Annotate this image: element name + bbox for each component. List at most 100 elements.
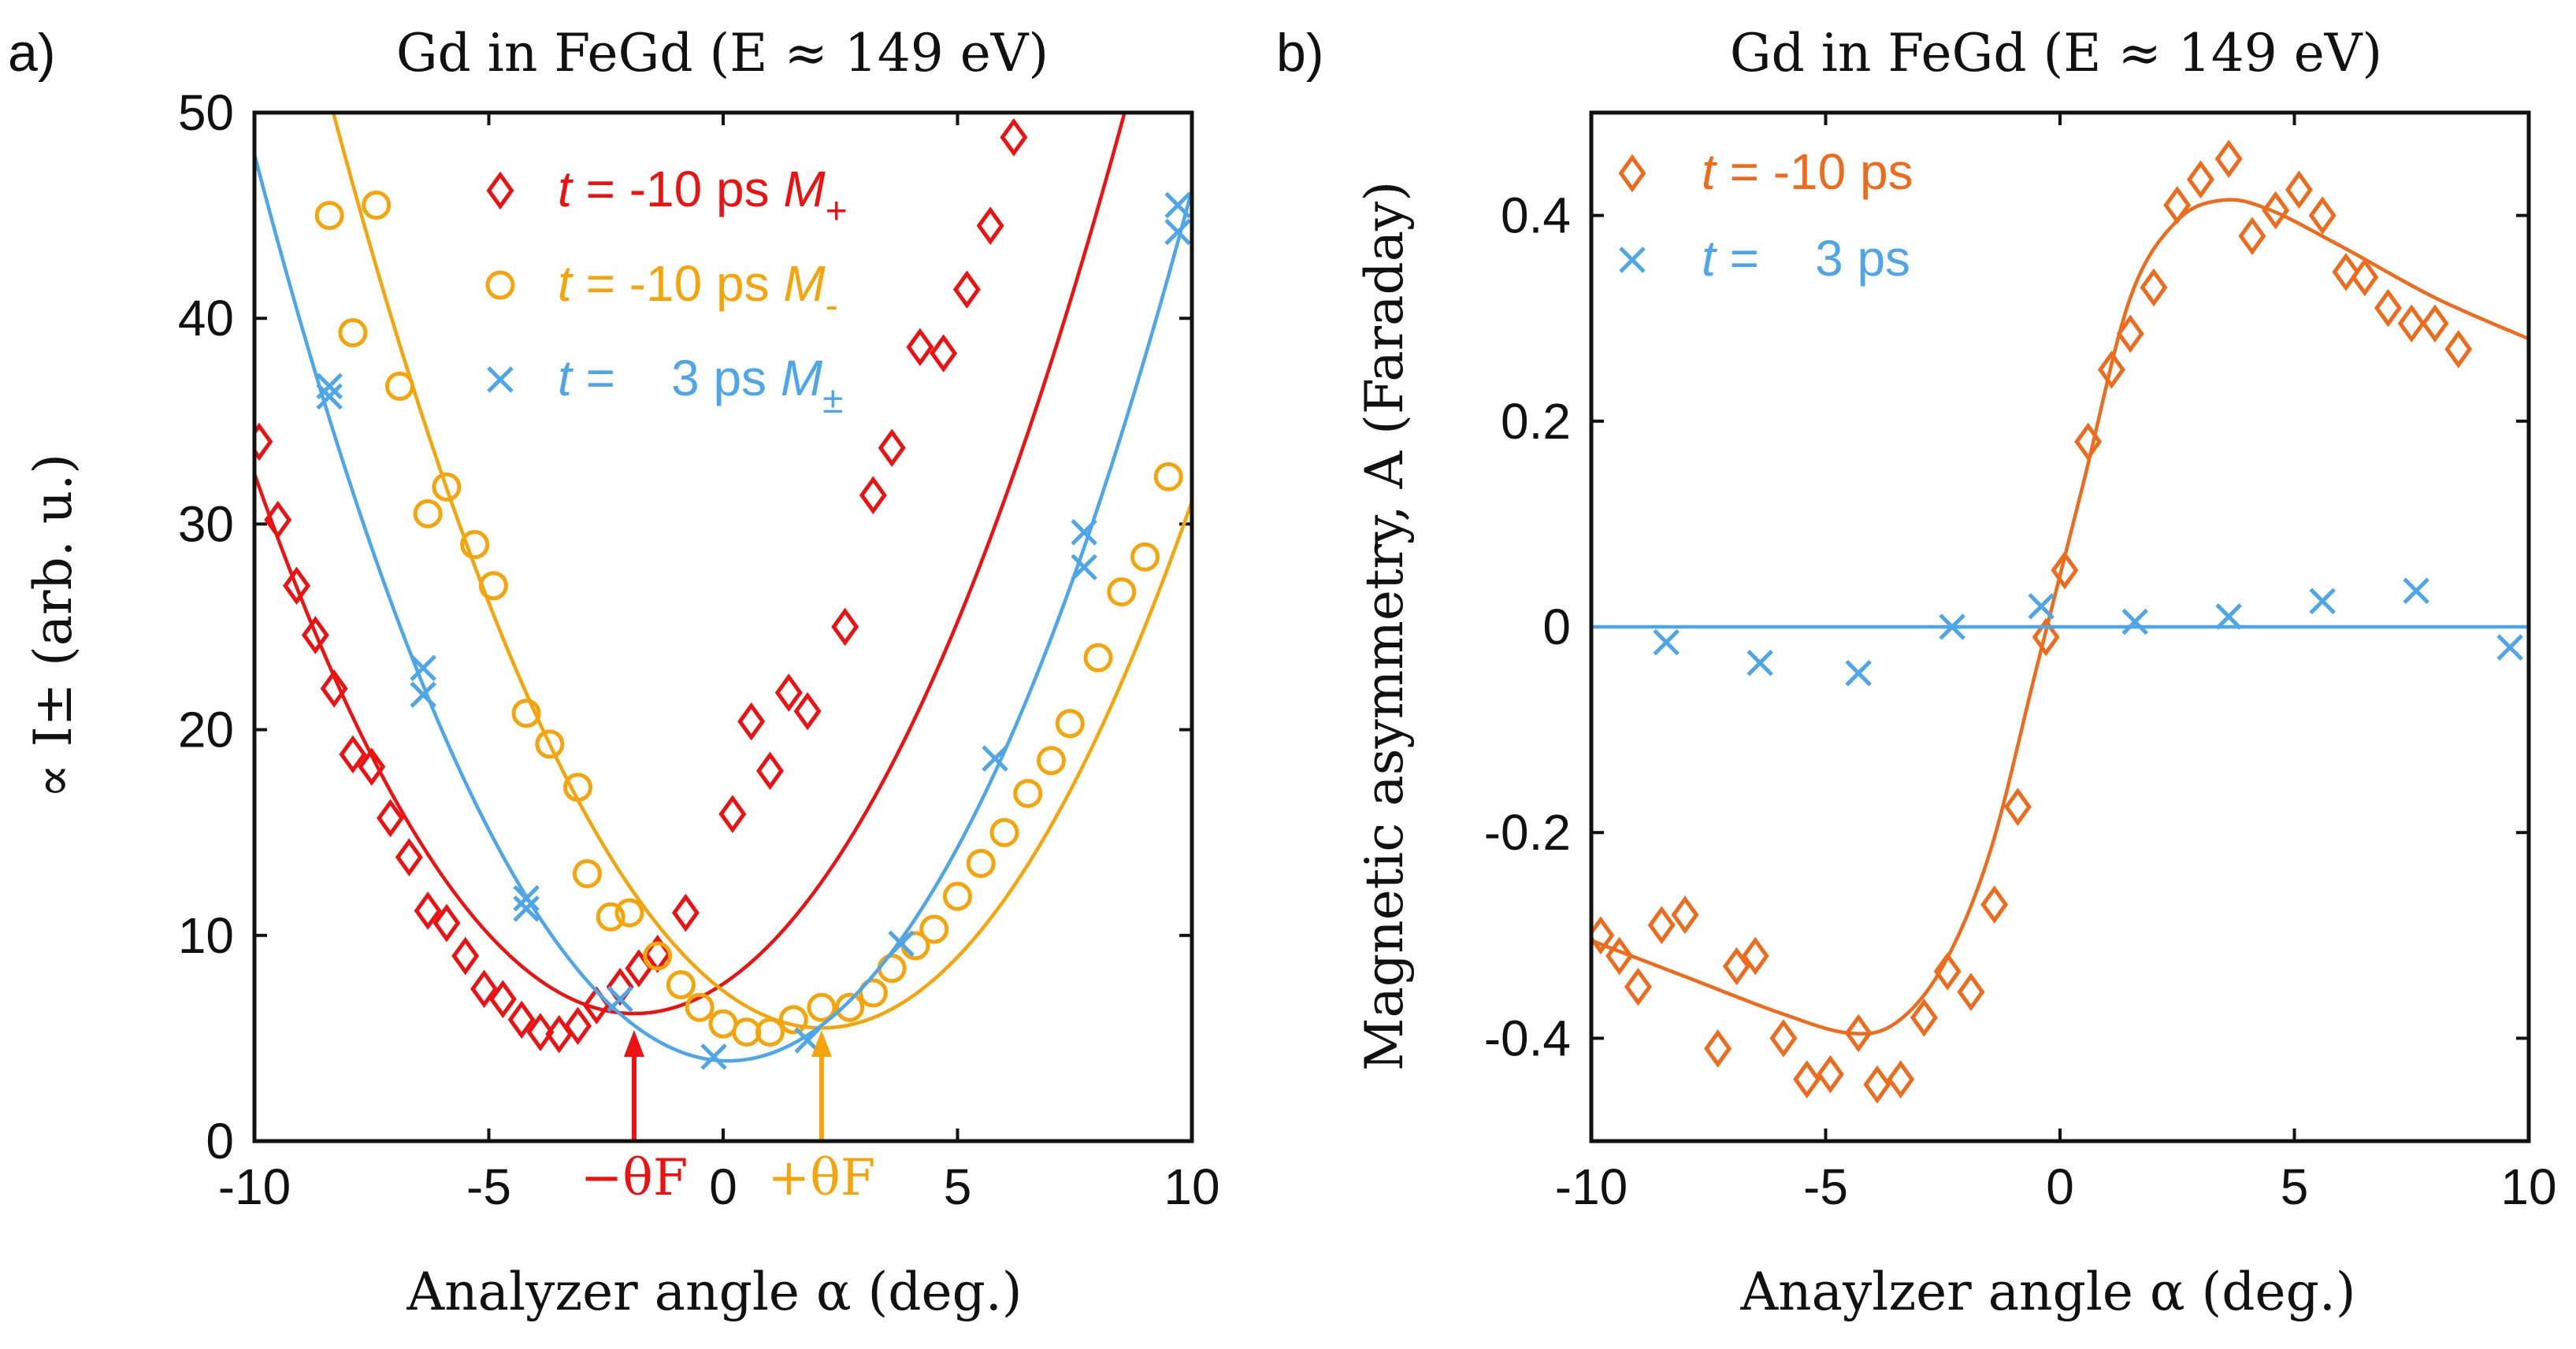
panel-a-data-point <box>316 372 343 400</box>
panel-a-data-point <box>778 1005 808 1035</box>
panel-a-data-point <box>314 201 344 231</box>
panel-a-data-point <box>1164 218 1191 246</box>
panel-a-data-point <box>888 930 915 958</box>
panel-b-ytick-label: 0 <box>1542 599 1571 655</box>
panel-a-data-point <box>878 428 906 468</box>
panel-b-xlabel: Anaylzer angle α (deg.) <box>1739 1262 2355 1322</box>
legend-m: M <box>783 255 826 312</box>
panel-a-data-point <box>301 616 329 654</box>
panel-a-ylabel: ∝ I± (arb. u.) <box>23 454 84 799</box>
panel-b-data-point <box>1653 628 1680 656</box>
panel-b-data-point <box>2140 268 2168 307</box>
panel-b-legend-entry: t = -10 ps <box>1702 143 1913 200</box>
panel-a-data-point <box>982 745 1008 772</box>
panel-a-ytick-label: 20 <box>178 702 234 758</box>
panel-a-xlabel: Analyzer angle α (deg.) <box>406 1262 1022 1322</box>
panel-b-plot-area <box>1591 139 2529 1104</box>
panel-a-data-point <box>432 472 462 502</box>
panel-a-data-point <box>414 891 442 930</box>
panel-a-xtick-label: -5 <box>466 1158 511 1215</box>
panel-b-data-point <box>2097 350 2125 389</box>
panel-b-data-point <box>1647 906 1676 945</box>
panel-a-data-point <box>513 885 540 912</box>
panel-a-ytick-label: 30 <box>178 495 234 552</box>
panel-a-data-point <box>1037 746 1066 776</box>
panel-a-data-point <box>1071 554 1097 581</box>
panel-a-data-point <box>564 1006 592 1046</box>
panel-a-axes-box <box>252 110 1194 1143</box>
panel-a-data-point <box>513 895 540 922</box>
panel-a-data-point <box>807 992 837 1022</box>
panel-a-legend-entry: t = 3 ps M± <box>558 350 843 421</box>
panel-b-series-0 <box>1591 139 2529 1104</box>
panel-b-data-point <box>1957 973 1985 1011</box>
panel-b-data-point <box>2116 314 2144 354</box>
panel-b-xtick-label: -10 <box>1555 1158 1628 1215</box>
panel-b-ytick-label: -0.4 <box>1484 1010 1571 1066</box>
panel-a-data-point <box>507 1000 536 1040</box>
panel-b-ticks: -10 -5 0 5 10 -0.4 -0.2 0 0.2 0.4 <box>1484 113 2557 1215</box>
panel-a-data-point <box>774 673 803 712</box>
panel-b-xtick-label: 10 <box>2500 1158 2556 1215</box>
legend-m: M <box>781 350 823 406</box>
panel-b-data-point <box>2374 288 2402 328</box>
panel-b-data-point <box>2332 253 2360 291</box>
panel-b-data-point <box>2074 422 2103 461</box>
panel-a-data-point <box>432 903 461 943</box>
panel-a-data-point <box>410 681 436 708</box>
panel-b-ytick-label: 0.2 <box>1501 393 1571 450</box>
panel-a-data-point <box>643 941 673 971</box>
panel-b-data-point <box>2309 587 2336 615</box>
panel-a-data-point <box>755 1017 785 1047</box>
panel-b-data-point <box>2262 191 2290 230</box>
panel-a-data-point <box>1164 191 1191 219</box>
panel-b-data-point <box>2051 550 2079 590</box>
panel-b-data-point <box>1741 936 1769 976</box>
legend-eq: = 3 ps <box>1716 230 1910 287</box>
panel-b-data-point <box>2003 788 2032 826</box>
panel-a-data-point <box>1013 779 1043 809</box>
panel-b-data-point <box>1722 947 1750 986</box>
panel-a-data-point <box>320 669 348 708</box>
panel-b-data-point <box>2403 577 2429 605</box>
panel-a-data-point <box>989 817 1019 847</box>
panel-a-data-point <box>1071 519 1097 546</box>
panel-b-data-point <box>2351 258 2379 297</box>
legend-eq: = -10 ps <box>1716 143 1913 200</box>
panel-a-data-point <box>858 978 888 1008</box>
panel-a-series-1 <box>314 113 1192 1047</box>
panel-a-annotations: −θF +θF <box>581 1029 876 1207</box>
panel-b-data-point <box>2308 196 2337 235</box>
panel-a-data-point <box>254 422 273 461</box>
legend-sub: + <box>826 191 848 232</box>
panel-a-data-point <box>413 498 443 528</box>
legend-sub: - <box>826 285 838 327</box>
panel-a-xtick-label: 0 <box>709 1158 737 1215</box>
panel-a-series-2 <box>254 154 1192 1070</box>
panel-a-data-point <box>718 795 747 833</box>
panel-a-data-point <box>1000 118 1028 157</box>
panel-b-data-point <box>1910 999 1938 1037</box>
panel-a-data-point <box>966 848 996 878</box>
theta-label: +θF <box>768 1149 876 1207</box>
legend-t: t <box>1702 143 1717 200</box>
panel-b-legend-entry: t = 3 ps <box>1702 230 1910 287</box>
panel-a-data-point <box>835 992 865 1022</box>
panel-b-data-point <box>2163 186 2192 224</box>
panel-a-data-point <box>906 328 934 367</box>
panel-b-data-point <box>2121 608 2148 636</box>
panel-a-data-point <box>943 881 972 911</box>
panel-a-ticks: -10 -5 0 5 10 0 10 20 30 40 50 <box>178 84 1220 1215</box>
panel-b-data-point <box>1769 1019 1798 1058</box>
panel-a-data-point <box>1055 709 1085 739</box>
panel-a-data-point <box>526 1013 555 1051</box>
panel-a: a) Gd in FeGd (E ≈ 149 eV) Analyzer angl… <box>8 23 1220 1322</box>
legend-sub: ± <box>822 380 843 421</box>
panel-b-label: b) <box>1276 23 1323 83</box>
panel-a-title: Gd in FeGd (E ≈ 149 eV) <box>396 23 1049 83</box>
panel-a-data-point <box>756 751 784 791</box>
panel-a-data-point <box>606 967 634 1006</box>
panel-b-data-point <box>2397 304 2426 343</box>
panel-a-data-point <box>976 206 1004 245</box>
